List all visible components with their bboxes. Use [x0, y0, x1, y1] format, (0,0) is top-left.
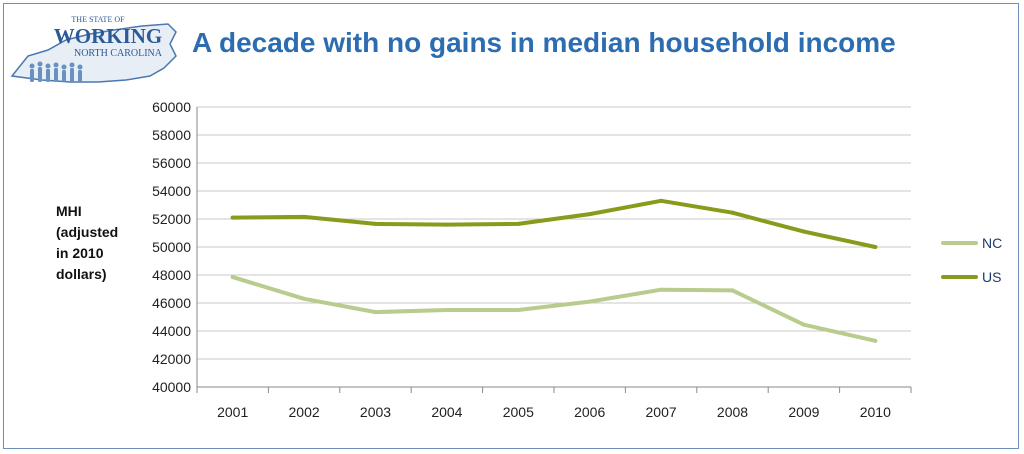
x-tick-label: 2009	[788, 404, 819, 420]
logo-line2: WORKING	[54, 24, 163, 48]
x-tick-label: 2010	[860, 404, 891, 420]
y-tick-label: 40000	[152, 379, 191, 395]
chart-title: A decade with no gains in median househo…	[192, 27, 896, 58]
y-axis-label-line: (adjusted	[56, 224, 119, 240]
y-tick-label: 56000	[152, 155, 191, 171]
legend-label-nc: NC	[982, 235, 1002, 251]
data-point-us	[373, 221, 378, 226]
data-point-us	[302, 214, 307, 219]
x-tick-label: 2003	[360, 404, 391, 420]
working-nc-logo: THE STATE OF WORKING NORTH CAROLINA	[10, 15, 177, 83]
x-tick-label: 2004	[431, 404, 462, 420]
y-tick-label: 50000	[152, 239, 191, 255]
y-tick-label: 52000	[152, 211, 191, 227]
y-axis-label-line: in 2010	[56, 245, 104, 261]
x-tick-label: 2007	[646, 404, 677, 420]
y-axis-label-line: dollars)	[56, 266, 107, 282]
y-axis-label: MHI (adjusted in 2010 dollars)	[56, 201, 136, 285]
data-point-us	[801, 229, 806, 234]
data-point-us	[587, 212, 592, 217]
y-tick-label: 42000	[152, 351, 191, 367]
data-point-us	[659, 198, 664, 203]
x-tick-label: 2006	[574, 404, 605, 420]
data-point-nc	[302, 296, 307, 301]
x-tick-label: 2005	[503, 404, 534, 420]
data-point-nc	[730, 288, 735, 293]
data-point-nc	[659, 287, 664, 292]
chart-frame	[3, 3, 1019, 449]
y-tick-label: 58000	[152, 127, 191, 143]
data-point-us	[516, 221, 521, 226]
data-point-nc	[444, 308, 449, 312]
data-point-nc	[230, 275, 235, 280]
data-point-nc	[801, 322, 806, 327]
nc-state-outline-icon	[10, 23, 177, 83]
legend-label-us: US	[982, 269, 1001, 285]
y-tick-label: 48000	[152, 267, 191, 283]
data-point-us	[730, 210, 735, 215]
y-axis-label-line: MHI	[56, 203, 82, 219]
series-line-nc	[230, 275, 878, 343]
data-point-us	[230, 215, 235, 220]
data-point-us	[444, 222, 449, 227]
y-tick-label: 54000	[152, 183, 191, 199]
y-tick-label: 60000	[152, 99, 191, 115]
x-tick-label: 2001	[217, 404, 248, 420]
data-point-nc	[587, 299, 592, 304]
x-tick-label: 2008	[717, 404, 748, 420]
x-tick-label: 2002	[289, 404, 320, 420]
logo-line3: NORTH CAROLINA	[74, 48, 163, 59]
logo-line1: THE STATE OF	[71, 15, 125, 24]
data-point-nc	[516, 308, 521, 312]
data-point-nc	[873, 338, 878, 343]
data-point-us	[873, 245, 878, 249]
data-point-nc	[373, 310, 378, 315]
series-line-us	[230, 198, 878, 249]
people-silhouettes-icon	[29, 61, 83, 82]
y-tick-label: 46000	[152, 295, 191, 311]
y-tick-label: 44000	[152, 323, 191, 339]
